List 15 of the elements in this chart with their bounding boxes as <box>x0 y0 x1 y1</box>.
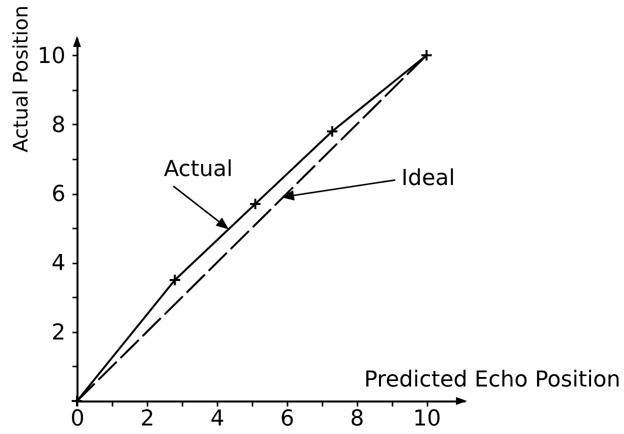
y-tick-label: 2 <box>52 320 66 346</box>
x-axis-title: Predicted Echo Position <box>364 368 620 392</box>
annotation: Actual <box>164 157 233 182</box>
y-tick-label: 8 <box>52 112 66 138</box>
y-tick-label: 6 <box>52 182 66 208</box>
y-axis-title: Actual Position <box>8 6 32 152</box>
x-tick-label: 8 <box>350 406 364 432</box>
x-tick-label: 4 <box>210 406 224 432</box>
x-tick-label: 0 <box>70 406 84 432</box>
x-tick-label: 2 <box>140 406 154 432</box>
x-tick-label: 10 <box>413 406 442 432</box>
y-tick-label: 4 <box>52 251 66 276</box>
y-tick-label: 10 <box>38 44 66 69</box>
x-tick-label: 6 <box>280 406 294 432</box>
annotation: Ideal <box>401 166 456 192</box>
